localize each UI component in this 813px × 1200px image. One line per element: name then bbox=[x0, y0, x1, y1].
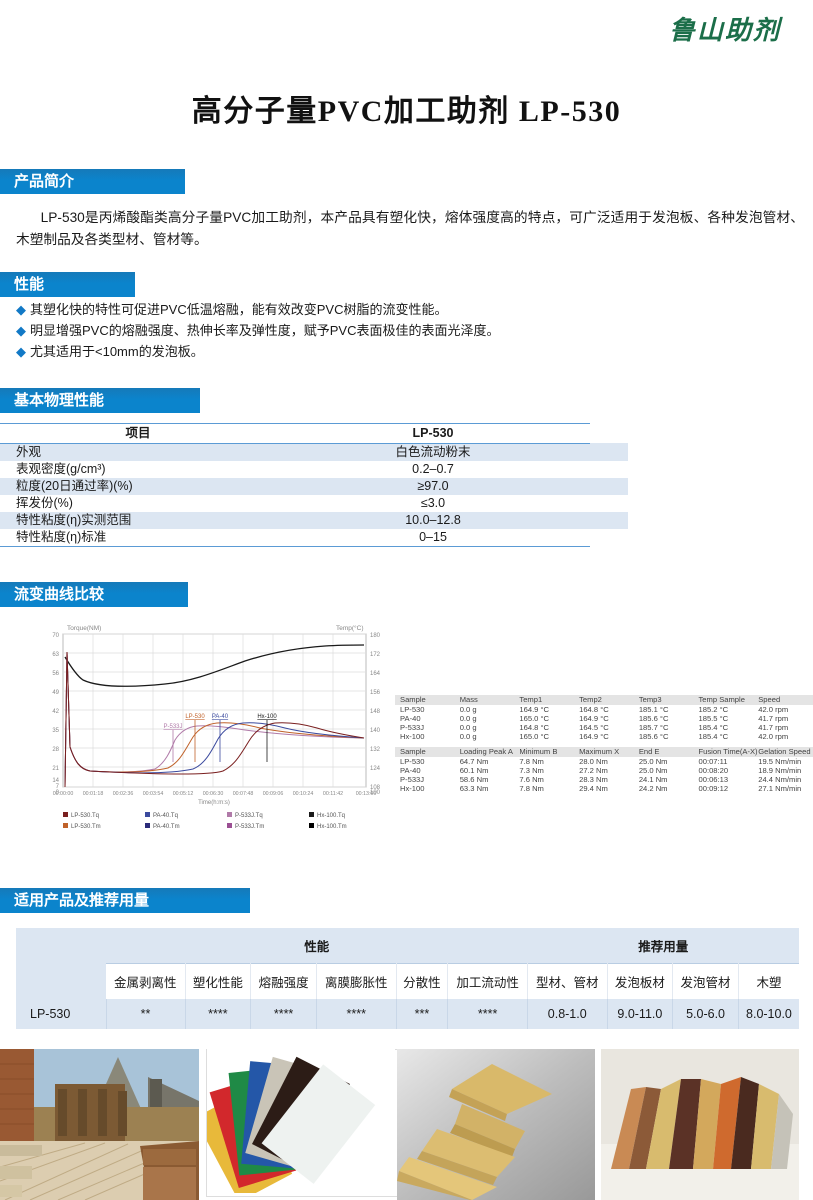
svg-text:21: 21 bbox=[52, 766, 59, 772]
svg-text:42: 42 bbox=[52, 709, 59, 715]
svg-text:P-533J: P-533J bbox=[163, 724, 182, 730]
svg-text:LP-530.Tq: LP-530.Tq bbox=[71, 813, 99, 819]
svg-text:00:02:36: 00:02:36 bbox=[113, 791, 134, 797]
svg-text:00:01:18: 00:01:18 bbox=[83, 791, 104, 797]
svg-text:148: 148 bbox=[370, 709, 381, 715]
svg-text:Temp(°C): Temp(°C) bbox=[336, 624, 364, 632]
svg-text:00:10:24: 00:10:24 bbox=[293, 791, 314, 797]
svg-text:00:11:42: 00:11:42 bbox=[323, 791, 343, 797]
svg-text:180: 180 bbox=[370, 633, 381, 639]
svg-text:Hx-100.Tm: Hx-100.Tm bbox=[317, 824, 347, 830]
svg-text:00:03:54: 00:03:54 bbox=[143, 791, 164, 797]
svg-text:132: 132 bbox=[370, 747, 381, 753]
svg-text:00:07:48: 00:07:48 bbox=[233, 791, 254, 797]
svg-text:P-533J.Tq: P-533J.Tq bbox=[235, 813, 263, 819]
svg-text:Torque(NM): Torque(NM) bbox=[67, 625, 101, 632]
svg-text:PA-40.Tq: PA-40.Tq bbox=[153, 813, 178, 819]
svg-text:49: 49 bbox=[52, 690, 59, 696]
svg-text:00:05:12: 00:05:12 bbox=[173, 791, 194, 797]
svg-text:PA-40.Tm: PA-40.Tm bbox=[153, 824, 180, 830]
svg-text:Hx-100.Tq: Hx-100.Tq bbox=[317, 813, 345, 819]
svg-text:Hx-100: Hx-100 bbox=[257, 714, 277, 720]
svg-text:35: 35 bbox=[52, 728, 59, 734]
svg-text:56: 56 bbox=[52, 671, 59, 677]
svg-text:00:09:06: 00:09:06 bbox=[263, 791, 284, 797]
svg-text:140: 140 bbox=[370, 728, 381, 734]
svg-text:28: 28 bbox=[52, 747, 59, 753]
svg-text:124: 124 bbox=[370, 766, 381, 772]
svg-text:63: 63 bbox=[52, 652, 59, 658]
svg-text:00:00:00: 00:00:00 bbox=[53, 791, 74, 797]
svg-text:164: 164 bbox=[370, 671, 381, 677]
svg-text:P-533J.Tm: P-533J.Tm bbox=[235, 824, 264, 830]
svg-text:LP-530: LP-530 bbox=[185, 714, 205, 720]
svg-text:172: 172 bbox=[370, 652, 381, 658]
svg-text:PA-40: PA-40 bbox=[212, 714, 229, 720]
svg-text:Time(h:m:s): Time(h:m:s) bbox=[198, 800, 230, 806]
svg-text:00:06:30: 00:06:30 bbox=[203, 791, 224, 797]
svg-text:LP-530.Tm: LP-530.Tm bbox=[71, 824, 101, 830]
svg-text:70: 70 bbox=[52, 633, 59, 639]
svg-text:156: 156 bbox=[370, 690, 381, 696]
svg-text:00:13:00: 00:13:00 bbox=[356, 791, 377, 797]
